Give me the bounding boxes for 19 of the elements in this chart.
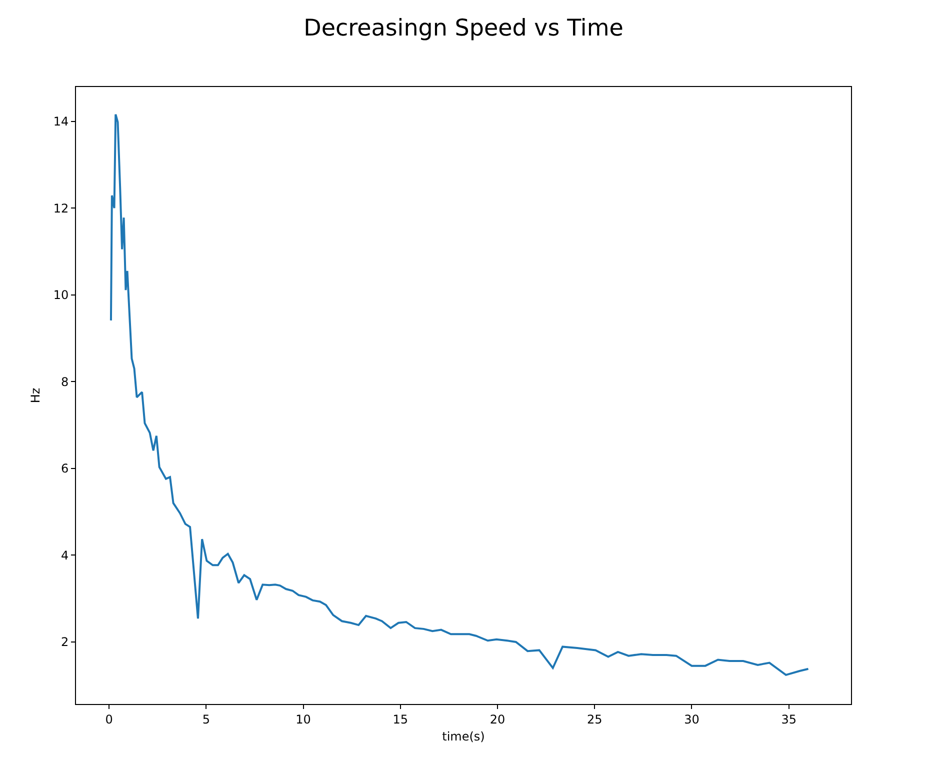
y-axis-title: Hz [28, 388, 43, 404]
y-tick-label: 14 [53, 114, 69, 128]
x-tick-label: 5 [202, 712, 210, 726]
x-tick-label: 35 [781, 712, 796, 726]
x-tick-label: 20 [490, 712, 506, 726]
x-tick-label: 30 [684, 712, 700, 726]
y-tick-label: 6 [60, 462, 69, 476]
y-tick-label: 8 [60, 374, 69, 389]
y-tick-label: 10 [53, 288, 69, 302]
y-tick-label: 12 [53, 201, 69, 216]
x-tick-label: 0 [105, 712, 113, 726]
x-tick-label: 15 [392, 712, 408, 726]
line-series [110, 113, 810, 676]
x-axis-title: time(s) [442, 729, 485, 744]
x-tick-label: 25 [586, 712, 602, 726]
y-tick-label: 4 [60, 548, 69, 562]
x-tick-label: 10 [296, 712, 311, 726]
y-tick-label: 2 [60, 635, 69, 650]
chart-title: Decreasingn Speed vs Time [304, 15, 624, 42]
